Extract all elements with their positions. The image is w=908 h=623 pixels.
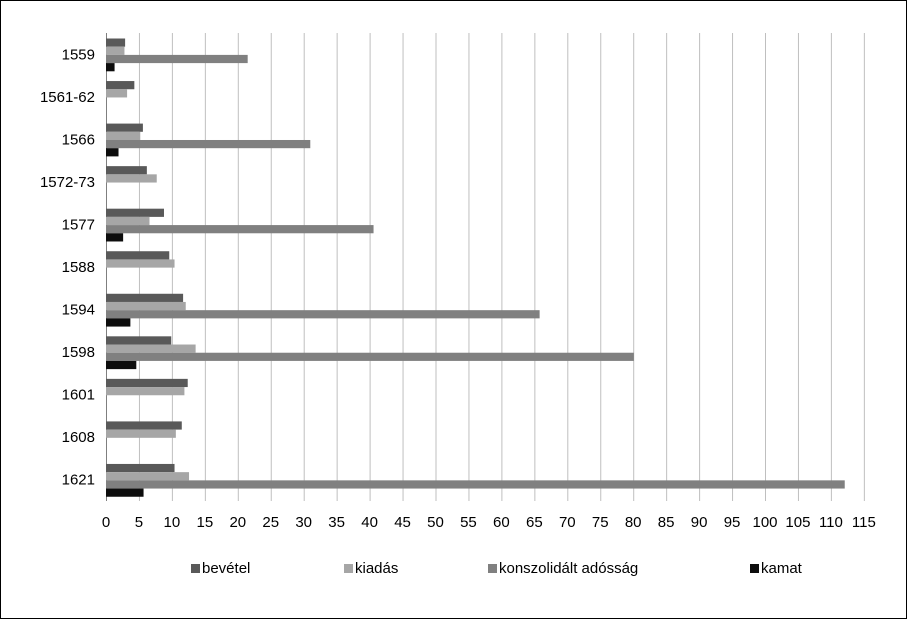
y-tick-label: 1577 <box>62 216 95 233</box>
x-tick-label: 40 <box>361 514 378 531</box>
bar <box>106 429 176 438</box>
bar <box>106 131 141 140</box>
x-tick-label: 105 <box>785 514 810 531</box>
x-tick-label: 70 <box>559 514 576 531</box>
legend-label: kamat <box>761 560 803 577</box>
x-tick-label: 45 <box>394 514 411 531</box>
bar <box>106 293 184 302</box>
x-tick-label: 15 <box>197 514 214 531</box>
bar <box>106 233 124 242</box>
legend-swatch <box>191 564 200 573</box>
y-tick-label: 1566 <box>62 131 95 148</box>
bar <box>106 352 634 361</box>
x-tick-labels: 0 5 10 15 20 25 30 35 40 45 50 55 60 65 70 75 80 85 90 95 10… <box>102 514 876 531</box>
bar <box>106 387 185 396</box>
bar <box>106 301 186 311</box>
bar <box>106 472 190 481</box>
bar <box>106 225 374 234</box>
y-tick-labels: 1559 1561-62 1566 1572-73 1577 1588 1594 1598 16… <box>40 46 95 488</box>
x-tick-label: 65 <box>526 514 543 531</box>
legend-label: bevétel <box>202 560 250 577</box>
bar <box>106 318 131 327</box>
bar <box>106 46 125 55</box>
legend-label: kiadás <box>355 560 398 577</box>
bar <box>106 344 196 353</box>
bar <box>106 81 135 90</box>
bar <box>106 166 147 175</box>
y-tick-label: 1598 <box>62 344 95 361</box>
gridlines <box>106 33 865 501</box>
x-tick-label: 25 <box>262 514 279 531</box>
bar <box>106 54 248 64</box>
bar <box>106 259 175 268</box>
bar <box>106 480 845 489</box>
bar <box>106 310 540 319</box>
bar <box>106 123 143 132</box>
bars <box>106 38 845 497</box>
x-tick-label: 95 <box>724 514 741 531</box>
x-tick-label: 80 <box>625 514 642 531</box>
y-tick-label: 1594 <box>62 302 95 319</box>
bar <box>106 38 126 47</box>
bar <box>106 148 119 157</box>
bar <box>106 208 164 217</box>
x-tick-label: 20 <box>229 514 246 531</box>
bar <box>106 421 182 430</box>
x-tick-label: 30 <box>295 514 312 531</box>
legend-item: kamat <box>750 560 803 577</box>
y-tick-label: 1601 <box>62 387 95 404</box>
legend-item: bevétel <box>191 560 250 577</box>
x-tick-label: 85 <box>658 514 675 531</box>
x-tick-label: 90 <box>691 514 708 531</box>
bar <box>106 488 144 497</box>
y-tick-label: 1588 <box>62 259 95 276</box>
bar <box>106 378 188 388</box>
bar <box>106 216 150 226</box>
x-tick-label: 100 <box>752 514 777 531</box>
bar <box>106 89 128 98</box>
legend: bevétel kiadás konszolidált adósság kamat <box>191 560 803 577</box>
bar <box>106 174 157 183</box>
legend-swatch <box>344 564 353 573</box>
legend-item: konszolidált adósság <box>488 560 638 577</box>
x-tick-label: 110 <box>819 514 843 531</box>
x-tick-label: 60 <box>493 514 510 531</box>
legend-swatch <box>750 564 759 573</box>
bar <box>106 360 137 370</box>
x-tick-label: 55 <box>460 514 477 531</box>
bar <box>106 251 170 260</box>
y-tick-label: 1559 <box>62 46 95 63</box>
x-tick-label: 0 <box>102 514 110 531</box>
x-tick-label: 10 <box>164 514 181 531</box>
legend-item: kiadás <box>344 560 398 577</box>
bar <box>106 336 172 345</box>
x-tick-label: 5 <box>135 514 143 531</box>
legend-swatch <box>488 564 497 573</box>
x-tick-label: 75 <box>592 514 609 531</box>
y-tick-label: 1608 <box>62 429 95 446</box>
legend-label: konszolidált adósság <box>499 560 638 577</box>
y-tick-label: 1572-73 <box>40 174 95 191</box>
x-tick-label: 115 <box>852 514 876 531</box>
bar <box>106 463 175 473</box>
bar <box>106 139 311 149</box>
x-tick-label: 35 <box>328 514 345 531</box>
x-tick-label: 50 <box>427 514 444 531</box>
y-tick-label: 1561-62 <box>40 89 95 106</box>
y-tick-label: 1621 <box>62 472 95 489</box>
bar <box>106 63 115 72</box>
